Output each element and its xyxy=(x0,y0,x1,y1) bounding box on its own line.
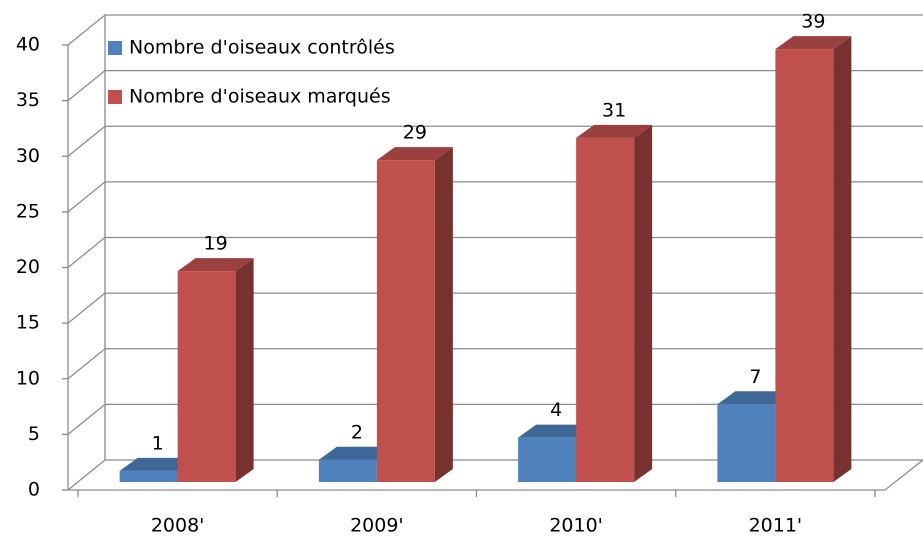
x-tick-label: 2008' xyxy=(151,515,205,537)
grid-line xyxy=(67,69,923,102)
bar-top xyxy=(119,457,196,471)
bar-front xyxy=(119,470,178,482)
bar-top xyxy=(717,391,794,405)
y-tick-label: 5 xyxy=(28,423,40,445)
data-label: 19 xyxy=(204,233,228,255)
bar-top xyxy=(518,424,595,438)
y-tick-label: 35 xyxy=(16,89,40,111)
x-tick-label: 2010' xyxy=(549,515,603,537)
bar xyxy=(576,124,653,483)
bar-front xyxy=(177,271,236,482)
legend-swatch xyxy=(108,90,122,104)
data-label: 4 xyxy=(550,399,562,421)
y-tick-label: 20 xyxy=(16,256,40,278)
legend-swatch xyxy=(108,41,122,55)
bar-top xyxy=(318,446,395,460)
bar-front xyxy=(518,437,577,482)
data-label: 31 xyxy=(602,99,626,121)
bar-side xyxy=(235,258,254,482)
data-label: 1 xyxy=(152,432,164,454)
legend-label: Nombre d'oiseaux contrôlés xyxy=(129,37,395,59)
bar xyxy=(775,36,852,482)
bar-front xyxy=(576,137,635,482)
bar xyxy=(177,258,254,482)
grid-line xyxy=(67,14,923,46)
data-label: 29 xyxy=(403,122,427,144)
y-tick-label: 40 xyxy=(16,34,40,56)
y-tick-label: 0 xyxy=(28,479,40,501)
bar-front xyxy=(376,160,435,482)
bar-top xyxy=(376,147,453,161)
bar-front xyxy=(775,49,834,482)
data-label: 2 xyxy=(351,421,363,443)
data-label: 39 xyxy=(801,11,825,33)
bar-top xyxy=(576,124,653,138)
bar-side xyxy=(833,36,852,482)
x-tick-label: 2009' xyxy=(350,515,404,537)
bar xyxy=(376,147,453,482)
bar-side xyxy=(634,124,653,483)
y-tick-label: 10 xyxy=(16,367,40,389)
data-label: 7 xyxy=(749,366,761,388)
bar-top xyxy=(775,36,852,50)
bar-side xyxy=(434,147,453,482)
bar-top xyxy=(177,258,254,272)
floor xyxy=(68,459,923,491)
bar-front xyxy=(717,404,776,482)
bar-front xyxy=(318,459,377,482)
legend-label: Nombre d'oiseaux marqués xyxy=(129,86,391,108)
x-tick-label: 2011' xyxy=(749,515,803,537)
y-tick-label: 30 xyxy=(16,145,40,167)
y-tick-label: 15 xyxy=(16,312,40,334)
y-tick-label: 25 xyxy=(16,200,40,222)
